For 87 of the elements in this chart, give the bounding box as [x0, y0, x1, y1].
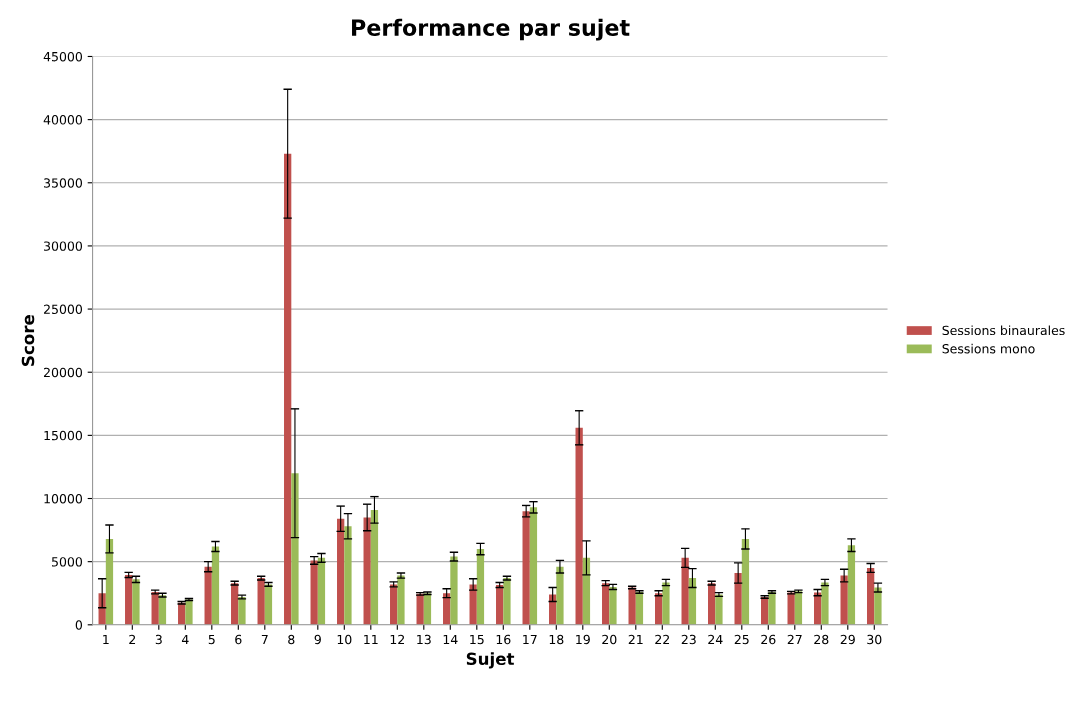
- bar: [238, 597, 246, 625]
- bar: [522, 511, 530, 625]
- x-tick-label: 13: [417, 634, 431, 645]
- bar: [344, 526, 352, 625]
- x-tick-label: 2: [129, 634, 136, 645]
- x-tick-label: 22: [655, 634, 669, 645]
- x-tick-label: 7: [261, 634, 268, 645]
- x-tick-label: 1: [103, 634, 109, 645]
- bar: [370, 509, 379, 625]
- bar: [450, 556, 458, 625]
- y-tick-label: 5000: [52, 557, 83, 567]
- legend-label: Sessions binaurales: [942, 325, 1065, 336]
- x-tick-label: 20: [602, 634, 617, 645]
- bar: [794, 591, 803, 625]
- bar: [715, 594, 723, 625]
- bar: [337, 518, 345, 625]
- x-tick-label: 24: [708, 634, 723, 645]
- x-tick-label: 17: [523, 634, 537, 645]
- bar: [132, 579, 140, 625]
- bar: [602, 583, 610, 625]
- bar: [655, 593, 663, 625]
- x-tick-label: 29: [840, 634, 855, 645]
- x-tick-label: 3: [155, 634, 162, 645]
- x-tick-label: 28: [814, 634, 829, 645]
- x-tick-label: 14: [443, 634, 458, 645]
- bar: [741, 538, 750, 625]
- x-tick-label: 27: [787, 634, 802, 645]
- x-tick-label: 25: [734, 634, 749, 645]
- bar: [688, 578, 697, 625]
- x-tick-label: 11: [364, 634, 378, 645]
- x-tick-label: 10: [337, 634, 352, 645]
- x-tick-label: 12: [390, 634, 404, 645]
- y-tick-label: 20000: [43, 367, 83, 378]
- x-tick-label: 30: [867, 634, 882, 645]
- x-tick-label: 6: [235, 634, 242, 645]
- chart-title: Performance par sujet: [352, 18, 630, 41]
- bar: [284, 153, 292, 625]
- bar: [185, 599, 193, 625]
- bar: [503, 578, 511, 625]
- bar: [529, 507, 538, 625]
- x-tick-label: 4: [181, 634, 189, 645]
- bar: [609, 586, 617, 625]
- y-tick-label: 40000: [43, 115, 83, 125]
- bar: [105, 538, 114, 625]
- bar: [496, 585, 504, 625]
- y-axis-title: Score: [21, 315, 35, 366]
- x-tick-label: 5: [208, 634, 215, 645]
- bar: [874, 587, 882, 625]
- bar: [423, 593, 432, 625]
- bar: [662, 582, 670, 625]
- bar: [264, 584, 273, 625]
- bar: [363, 517, 371, 625]
- bar: [397, 575, 405, 625]
- bar: [821, 582, 829, 625]
- bar: [204, 566, 212, 625]
- y-tick-label: 0: [75, 620, 83, 630]
- x-tick-label: 16: [496, 634, 511, 645]
- y-tick-label: 10000: [44, 493, 83, 504]
- legend-label: Sessions mono: [942, 343, 1035, 354]
- y-tick-label: 25000: [43, 304, 83, 314]
- x-axis-title: Sujet: [466, 652, 515, 669]
- x-tick-label: 9: [314, 634, 321, 645]
- bar: [761, 597, 769, 625]
- x-tick-label: 26: [761, 634, 776, 645]
- y-tick-label: 30000: [44, 241, 83, 251]
- bar: [211, 546, 220, 625]
- bar: [847, 545, 856, 625]
- x-tick-label: 21: [628, 634, 643, 645]
- x-tick-label: 15: [470, 634, 484, 645]
- y-tick-label: 15000: [44, 430, 83, 441]
- bar: [476, 549, 485, 625]
- x-tick-label: 18: [549, 634, 564, 645]
- y-tick-label: 45000: [43, 51, 83, 62]
- y-tick-label: 35000: [44, 178, 83, 188]
- bar: [310, 560, 318, 625]
- x-tick-label: 8: [288, 634, 295, 645]
- bar: [867, 567, 875, 625]
- bar: [443, 593, 451, 625]
- x-tick-label: 23: [681, 634, 696, 645]
- bar: [125, 574, 133, 625]
- bar: [317, 557, 326, 625]
- bar: [575, 427, 583, 625]
- bar: [840, 575, 848, 625]
- bar: [556, 566, 564, 625]
- bar: [635, 591, 644, 625]
- x-tick-label: 19: [576, 634, 590, 645]
- bar: [768, 591, 776, 625]
